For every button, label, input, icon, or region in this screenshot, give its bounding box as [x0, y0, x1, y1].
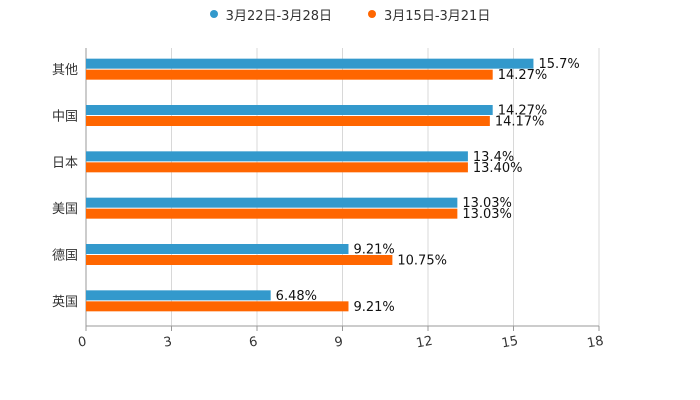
bar-series-1: [86, 105, 493, 115]
x-tick-label: 3: [163, 334, 174, 350]
legend-marker-series-2: [368, 10, 376, 18]
data-label-series-2: 14.27%: [498, 68, 548, 83]
data-label-series-1: 9.21%: [353, 243, 394, 258]
bar-series-2: [86, 116, 490, 126]
bar-series-1: [86, 290, 271, 301]
bar-series-1: [86, 58, 534, 69]
bar-series-1: [86, 151, 468, 162]
y-category-label: 美国: [52, 202, 78, 217]
data-label-series-2: 14.17%: [495, 115, 545, 130]
legend-label-series-1: 3月22日-3月28日: [225, 8, 332, 24]
data-label-series-2: 10.75%: [397, 254, 447, 269]
legend-item-series-1[interactable]: 3月22日-3月28日: [209, 5, 332, 24]
bar-series-2: [86, 208, 458, 219]
bar-series-2: [86, 162, 468, 173]
x-tick-label: 6: [248, 334, 259, 350]
x-tick-label: 0: [77, 334, 88, 350]
data-label-series-2: 13.40%: [473, 161, 523, 176]
data-label-series-1: 15.7%: [538, 57, 579, 72]
data-label-series-2: 9.21%: [353, 300, 394, 315]
x-tick-label: 18: [586, 334, 605, 352]
data-label-series-2: 13.03%: [462, 207, 512, 222]
y-category-label: 英国: [52, 295, 78, 310]
data-label-series-1: 13.03%: [462, 196, 512, 211]
y-category-label: 德国: [52, 249, 78, 264]
legend-item-series-2[interactable]: 3月15日-3月21日: [368, 5, 490, 24]
y-category-label: 中国: [52, 110, 78, 125]
bar-series-1: [86, 197, 458, 208]
legend: 3月22日-3月28日 3月15日-3月21日: [0, 4, 700, 24]
data-label-series-1: 13.4%: [473, 150, 514, 165]
legend-marker-series-1: [209, 10, 218, 18]
bar-series-2: [86, 255, 393, 265]
legend-label-series-2: 3月15日-3月21日: [384, 8, 491, 24]
data-label-series-1: 14.27%: [498, 104, 548, 119]
x-tick-label: 15: [500, 334, 519, 352]
data-label-series-1: 6.48%: [276, 289, 317, 304]
bar-series-1: [86, 244, 349, 254]
bar-series-2: [86, 301, 349, 312]
bar-series-2: [86, 69, 493, 80]
y-category-label: 其他: [52, 63, 78, 78]
x-tick-label: 12: [415, 334, 434, 352]
x-tick-label: 9: [334, 334, 345, 350]
y-category-label: 日本: [52, 156, 78, 171]
